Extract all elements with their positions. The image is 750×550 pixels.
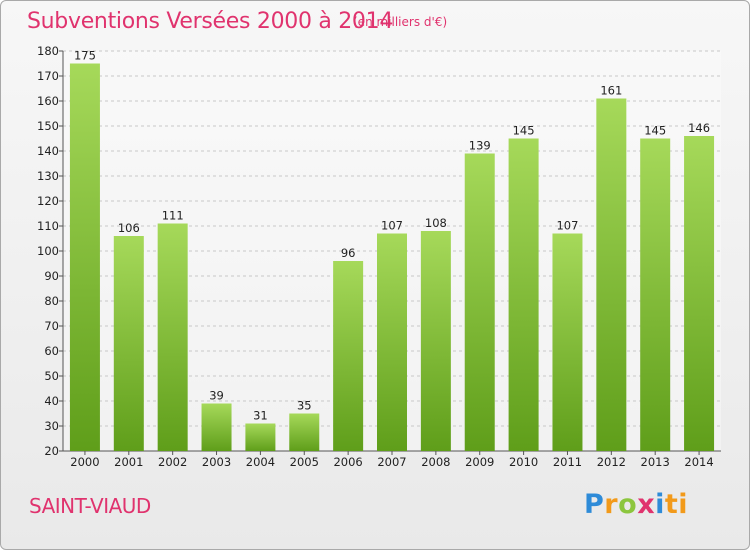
y-tick-label: 120 (37, 194, 59, 208)
x-tick-label: 2011 (553, 455, 582, 469)
x-tick-label: 2005 (290, 455, 319, 469)
bar (640, 138, 671, 451)
x-tick-label: 2013 (641, 455, 670, 469)
logo-letter: ti (664, 489, 689, 520)
bar (464, 153, 495, 451)
bar (508, 138, 539, 451)
logo-letter: r (604, 489, 619, 520)
bar (289, 413, 320, 451)
bar (245, 423, 276, 451)
bar-value-label: 145 (513, 124, 535, 138)
logo-letter: P (584, 489, 605, 520)
y-tick-label: 160 (37, 94, 59, 108)
logo-letter: x (637, 489, 656, 520)
bar-value-label: 35 (297, 399, 312, 413)
x-tick-label: 2001 (114, 455, 143, 469)
bar-value-label: 96 (341, 246, 356, 260)
x-tick-label: 2009 (465, 455, 494, 469)
logo-letter: i (655, 489, 665, 520)
y-tick-label: 180 (37, 44, 59, 58)
bar (69, 63, 100, 451)
x-tick-label: 2003 (202, 455, 231, 469)
y-tick-label: 170 (37, 69, 59, 83)
x-tick-label: 2004 (246, 455, 275, 469)
chart-unit-note: (en milliers d'€) (353, 15, 448, 29)
y-tick-label: 100 (37, 244, 59, 258)
bar (113, 236, 144, 451)
x-tick-label: 2008 (421, 455, 450, 469)
x-tick-label: 2006 (333, 455, 362, 469)
logo-letter: o (618, 489, 638, 520)
y-tick-label: 30 (44, 419, 59, 433)
y-tick-label: 140 (37, 144, 59, 158)
x-tick-label: 2007 (377, 455, 406, 469)
y-tick-label: 110 (37, 219, 59, 233)
bar (377, 233, 407, 451)
y-tick-label: 130 (37, 169, 59, 183)
x-tick-label: 2014 (684, 455, 713, 469)
bar-value-label: 175 (74, 49, 96, 63)
y-tick-label: 150 (37, 119, 59, 133)
bar (552, 233, 583, 451)
y-tick-label: 80 (44, 294, 59, 308)
bar (596, 98, 627, 451)
bar-value-label: 107 (381, 219, 403, 233)
y-tick-label: 70 (44, 319, 59, 333)
bar-value-label: 107 (556, 219, 578, 233)
y-tick-label: 50 (44, 369, 59, 383)
bar (201, 403, 232, 451)
x-tick-label: 2012 (597, 455, 626, 469)
commune-name: SAINT-VIAUD (29, 494, 151, 518)
bar-value-label: 106 (118, 221, 140, 235)
y-tick-label: 60 (44, 344, 59, 358)
bar-value-label: 139 (469, 139, 491, 153)
chart-title: Subventions Versées 2000 à 2014 (27, 9, 394, 34)
y-tick-label: 40 (44, 394, 59, 408)
bar (157, 223, 188, 451)
proxiti-logo: Proxiti (584, 489, 688, 520)
y-tick-label: 20 (44, 444, 59, 458)
bar-value-label: 146 (688, 121, 710, 135)
y-tick-label: 90 (44, 269, 59, 283)
bar-value-label: 39 (209, 389, 224, 403)
x-tick-label: 2002 (158, 455, 187, 469)
x-tick-label: 2010 (509, 455, 538, 469)
x-tick-label: 2000 (70, 455, 99, 469)
bar-value-label: 145 (644, 124, 666, 138)
bar (420, 231, 451, 451)
bar-value-label: 111 (162, 209, 184, 223)
bar-value-label: 108 (425, 216, 447, 230)
bar (684, 136, 715, 451)
bar (333, 261, 364, 451)
bar-value-label: 31 (253, 409, 268, 423)
bar-value-label: 161 (600, 84, 622, 98)
